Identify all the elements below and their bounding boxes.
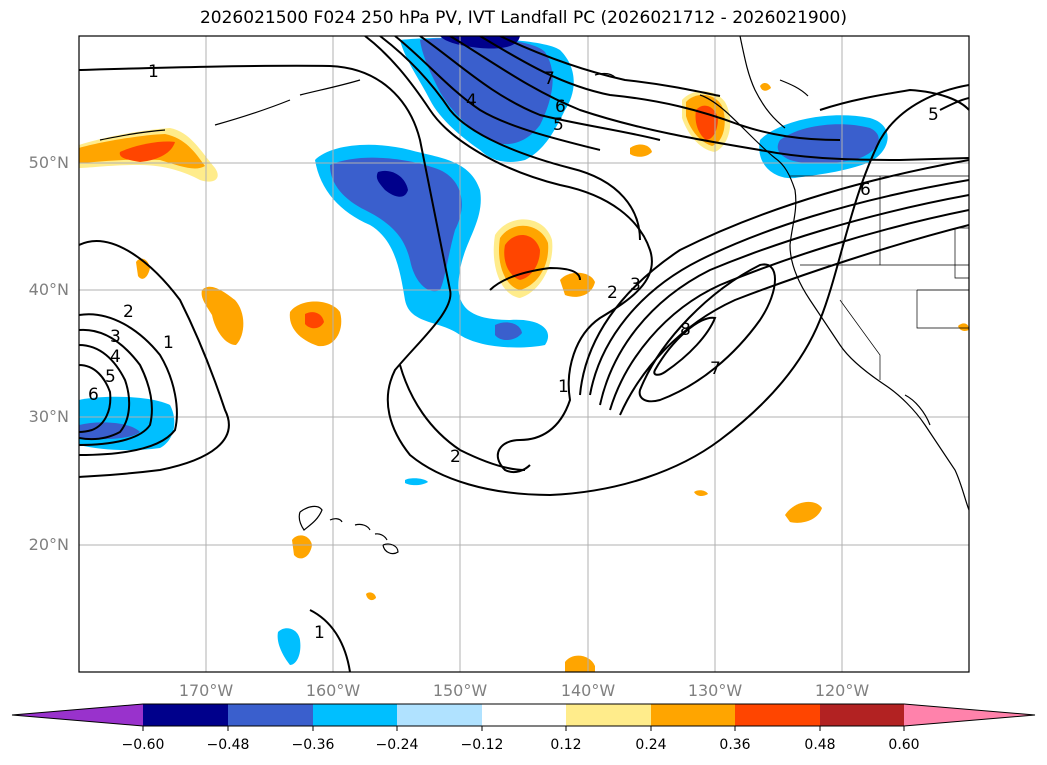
- contour-label: 2: [450, 447, 461, 467]
- lon-label: 130°W: [687, 681, 743, 700]
- contour-label: 1: [148, 62, 159, 82]
- contour-label: 1: [314, 623, 325, 643]
- colorbar-tick-label: −0.12: [460, 737, 504, 753]
- ivt-contours: [79, 36, 969, 672]
- contour-label: 7: [710, 359, 721, 379]
- contour-label: 4: [110, 347, 121, 367]
- colorbar-extend-max: [904, 704, 1035, 726]
- contour-label: 3: [110, 327, 121, 347]
- positive-anomaly-dateline: [79, 128, 218, 182]
- contour-label: 5: [105, 367, 116, 387]
- positive-anomaly-small-d: [630, 144, 652, 157]
- positive-anomaly-160w: [289, 301, 342, 347]
- positive-anomaly-small-c: [785, 501, 822, 523]
- lon-label: 170°W: [178, 681, 234, 700]
- negative-anomaly-small: [277, 628, 301, 665]
- positive-anomaly-small-g: [760, 82, 771, 91]
- lat-label: 50°N: [28, 153, 69, 172]
- contour-label: 5: [928, 105, 939, 125]
- contour-label: 2: [607, 283, 618, 303]
- positive-anomaly-small-i: [958, 323, 969, 331]
- colorbar-tick-label: 0.60: [888, 737, 920, 753]
- lat-label: 40°N: [28, 280, 69, 299]
- colorbar-tick-label: 0.12: [550, 737, 582, 753]
- map-title: 2026021500 F024 250 hPa PV, IVT Landfall…: [199, 8, 847, 28]
- colorbar-tick-label: −0.48: [206, 737, 250, 753]
- negative-anomaly-central: [315, 144, 549, 348]
- colorbar-tick-label: 0.36: [719, 737, 751, 753]
- contour-label: 6: [555, 97, 566, 117]
- contour-label: 5: [553, 115, 564, 135]
- colorbar: [11, 703, 1036, 731]
- lon-label: 150°W: [432, 681, 488, 700]
- contour-labels: 1 1 1 1 2 2 2 3 3 4 4 5 5 5 6 6 6 7 7 8: [88, 62, 939, 643]
- lat-label: 30°N: [28, 407, 69, 426]
- lat-label: 20°N: [28, 535, 69, 554]
- contour-label: 1: [163, 333, 174, 353]
- colorbar-tick-label: 0.48: [804, 737, 836, 753]
- positive-anomaly-168w: [201, 286, 244, 345]
- contour-label: 7: [544, 69, 555, 89]
- lon-label: 120°W: [814, 681, 870, 700]
- lon-label: 160°W: [305, 681, 361, 700]
- contour-label: 6: [860, 180, 871, 200]
- colorbar-extend-min: [12, 704, 143, 726]
- colorbar-tick-label: −0.36: [291, 737, 335, 753]
- positive-anomaly-small-h: [694, 490, 708, 497]
- contour-label: 8: [680, 320, 691, 340]
- colorbar-tick-label: 0.24: [635, 737, 667, 753]
- positive-anomaly-140w: [560, 272, 595, 297]
- contour-label: 3: [630, 275, 641, 295]
- negative-anomaly-tiny: [405, 478, 428, 486]
- positive-anomaly-small-f: [366, 592, 376, 601]
- gridlines: [79, 36, 969, 672]
- colorbar-tick-label: −0.60: [121, 737, 165, 753]
- contour-label: 4: [466, 91, 477, 111]
- contour-label: 1: [558, 377, 569, 397]
- contour-label: 2: [123, 302, 134, 322]
- negative-anomaly-coast: [759, 115, 888, 179]
- positive-anomaly-small-b: [292, 535, 312, 559]
- colorbar-tick-label: −0.24: [375, 737, 419, 753]
- contour-label: 6: [88, 385, 99, 405]
- plot-frame: [78, 35, 970, 673]
- lon-label: 140°W: [560, 681, 616, 700]
